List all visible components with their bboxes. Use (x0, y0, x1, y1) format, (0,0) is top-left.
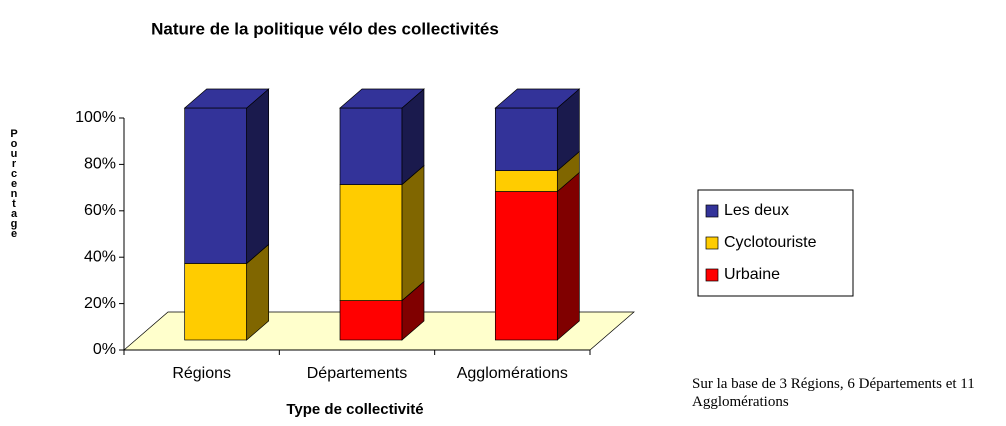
y-tick-label: 0% (93, 341, 116, 358)
chart-title: Nature de la politique vélo des collecti… (151, 19, 499, 38)
x-tick-label: Agglomérations (457, 365, 568, 382)
legend-swatch (705, 236, 719, 250)
y-tick-label: 20% (84, 295, 116, 312)
y-tick-label: 60% (84, 202, 116, 219)
legend-label: Les deux (724, 202, 789, 219)
bar-side (246, 88, 270, 265)
bar-top (339, 88, 425, 109)
legend-label: Cyclotouriste (724, 234, 817, 251)
note: Sur la base de 3 Régions, 6 Départements… (692, 376, 975, 410)
y-tick-label: 80% (84, 156, 116, 173)
x-tick-label: Départements (307, 365, 408, 382)
bar-front (494, 170, 558, 192)
bar-side (556, 171, 580, 341)
legend-swatch (705, 268, 719, 282)
bar-front (339, 184, 403, 301)
legend-label: Urbaine (724, 266, 780, 283)
bar-front (184, 107, 248, 264)
bar-front (494, 191, 558, 341)
x-tick-label: Régions (172, 365, 231, 382)
bar-front (339, 107, 403, 185)
bar-top (494, 88, 581, 109)
y-tick-label: 40% (84, 248, 116, 265)
legend-swatch (705, 204, 719, 218)
y-axis-label: Pourcentage (8, 128, 20, 238)
y-tick-label: 100% (75, 109, 116, 126)
bar-front (494, 107, 558, 171)
bar-side (401, 164, 425, 302)
legend-box (697, 189, 854, 297)
bar-top (183, 88, 270, 109)
bar-front (339, 300, 403, 341)
bar-front (184, 263, 248, 341)
x-axis-label: Type de collectivité (286, 401, 423, 418)
